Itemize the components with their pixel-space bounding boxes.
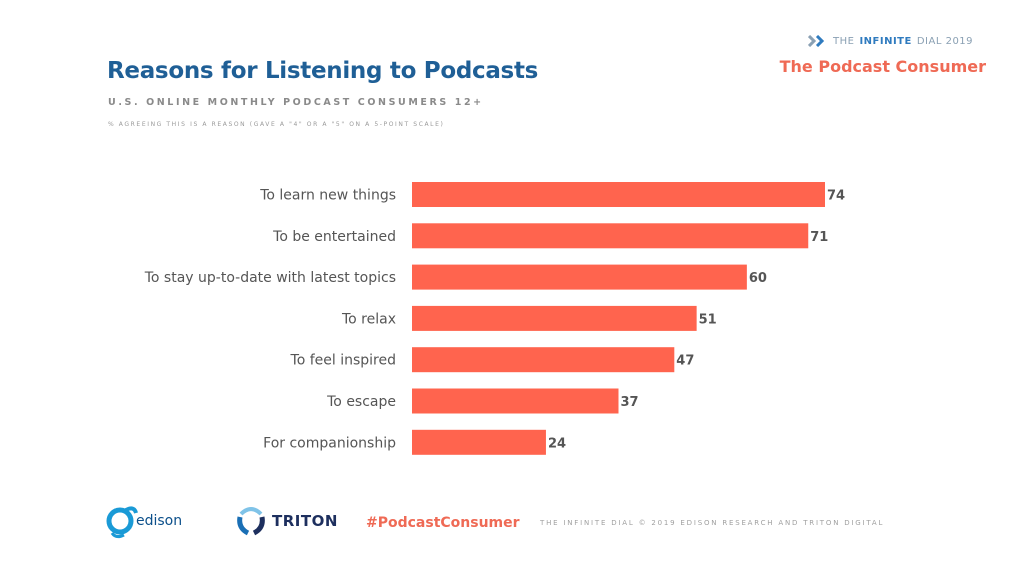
category-label: For companionship — [263, 435, 396, 451]
page-title: Reasons for Listening to Podcasts — [107, 58, 539, 84]
chart-note: % AGREEING THIS IS A REASON (GAVE A "4" … — [108, 121, 445, 128]
chevrons-icon — [808, 35, 825, 47]
value-label: 60 — [749, 271, 767, 286]
category-label: To feel inspired — [290, 353, 396, 369]
bar — [412, 264, 747, 290]
infinite-dial-brand: THE INFINITE DIAL 2019 — [808, 35, 973, 47]
value-label: 47 — [676, 354, 694, 369]
triton-logo-text: TRITON — [272, 512, 338, 530]
brand-suffix: DIAL 2019 — [916, 35, 974, 47]
category-label: To escape — [326, 394, 396, 410]
edison-logo-text: edison — [136, 513, 183, 529]
bar — [412, 223, 809, 249]
triton-logo: TRITON — [236, 506, 338, 536]
value-label: 51 — [699, 312, 717, 327]
category-label: To be entertained — [272, 229, 396, 245]
bar — [412, 388, 619, 414]
bar — [412, 429, 546, 455]
bar — [412, 182, 825, 207]
hashtag: #PodcastConsumer — [366, 515, 520, 531]
chart-subtitle: U.S. ONLINE MONTHLY PODCAST CONSUMERS 12… — [108, 97, 484, 108]
category-label: To relax — [341, 311, 396, 327]
footer-credit: THE INFINITE DIAL © 2019 EDISON RESEARCH… — [540, 519, 885, 527]
edison-mark-icon — [106, 506, 138, 539]
value-label: 71 — [810, 230, 828, 245]
brand-prefix: THE — [833, 35, 855, 47]
bar — [412, 305, 697, 331]
value-label: 37 — [621, 395, 639, 410]
section-title: The Podcast Consumer — [779, 57, 986, 76]
bar — [412, 347, 675, 373]
category-label: To learn new things — [259, 188, 396, 204]
value-label: 24 — [548, 436, 566, 451]
edison-logo: edison — [106, 503, 182, 539]
category-label: To stay up-to-date with latest topics — [144, 270, 396, 286]
value-label: 74 — [827, 189, 845, 204]
triton-mark-icon — [237, 507, 265, 536]
brand-name: INFINITE — [859, 35, 912, 47]
